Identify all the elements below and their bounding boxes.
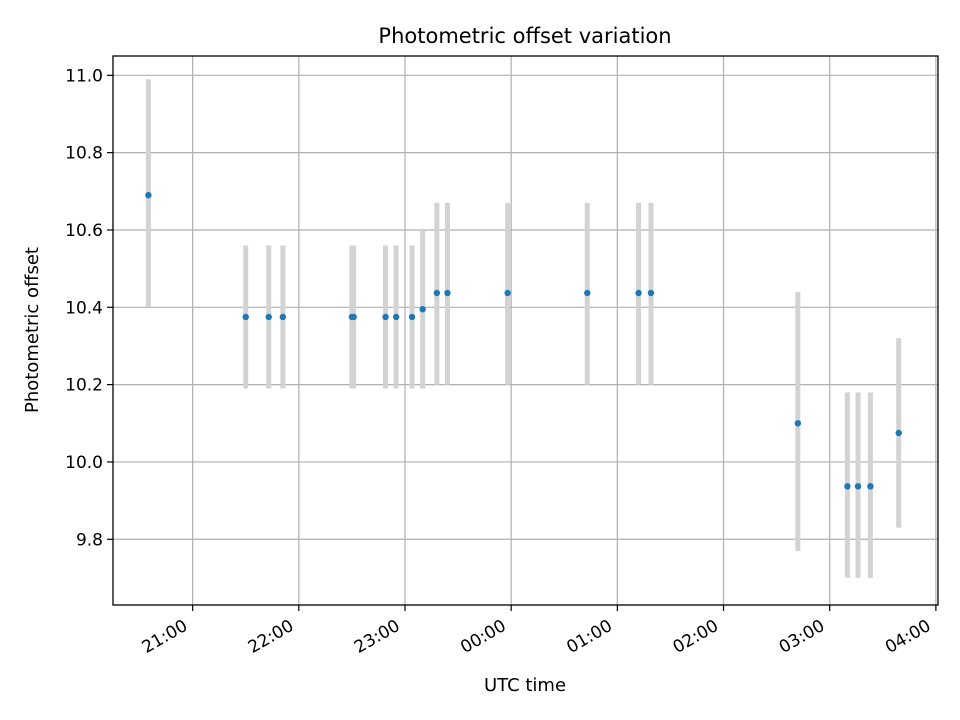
data-point xyxy=(382,313,389,321)
data-point xyxy=(584,289,591,297)
data-point xyxy=(504,289,511,297)
data-point xyxy=(265,313,272,321)
data-point xyxy=(867,483,874,490)
data-point xyxy=(647,289,655,297)
y-tick-label: 10.6 xyxy=(65,221,103,241)
data-point xyxy=(392,313,400,321)
chart-title: Photometric offset variation xyxy=(378,24,671,48)
data-point xyxy=(242,313,249,321)
y-tick-label: 10.2 xyxy=(65,376,103,396)
data-point xyxy=(408,313,416,321)
plot-frame xyxy=(112,55,939,606)
grid-lines xyxy=(113,56,938,605)
y-tick-label: 9.8 xyxy=(76,530,103,550)
y-axis-label: Photometric offset xyxy=(22,247,43,413)
data-point xyxy=(433,289,441,297)
data-point xyxy=(350,313,357,321)
data-point xyxy=(895,429,902,437)
y-tick-label: 10.0 xyxy=(65,453,103,473)
x-axis-label: UTC time xyxy=(484,675,566,696)
data-point xyxy=(854,483,862,490)
data-point xyxy=(444,289,451,297)
data-point xyxy=(844,483,851,490)
y-tick-label: 10.8 xyxy=(65,144,103,164)
data-point xyxy=(635,289,642,297)
y-tick-label: 10.4 xyxy=(65,298,103,318)
data-point xyxy=(419,306,426,313)
data-points xyxy=(145,191,902,490)
y-tick-label: 11.0 xyxy=(65,66,103,86)
data-point xyxy=(794,420,802,427)
data-point xyxy=(145,191,152,199)
data-point xyxy=(279,313,287,321)
